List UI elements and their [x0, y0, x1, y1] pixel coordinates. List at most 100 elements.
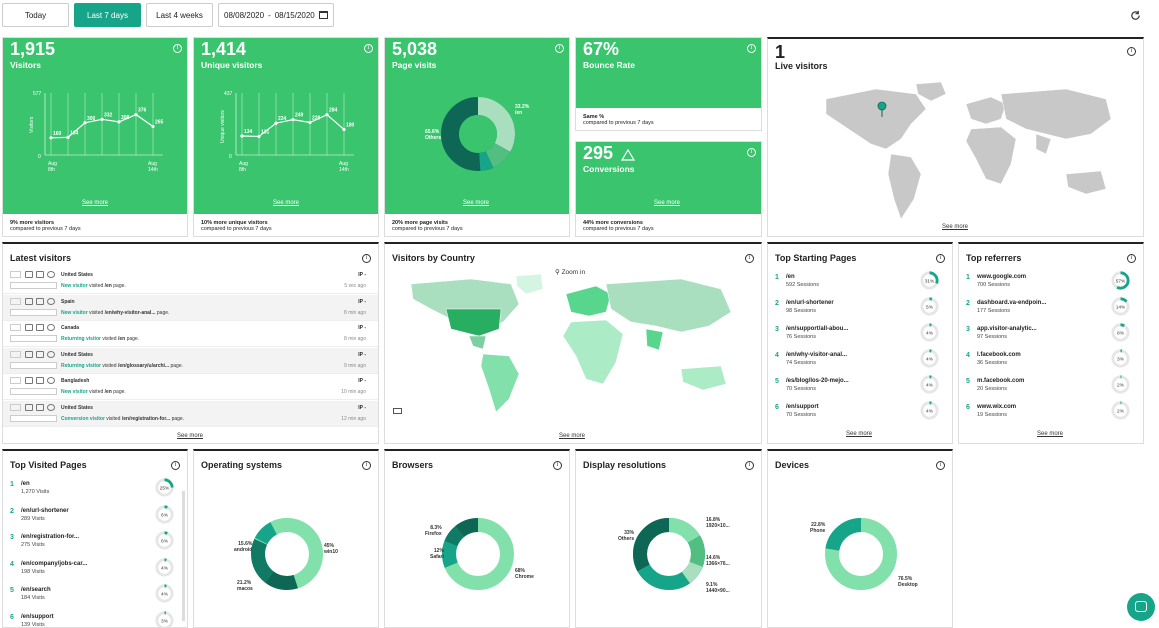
- list-item[interactable]: 2 dashboard.va-endpoin... 177 Sessions 14%: [966, 297, 1136, 324]
- list-item[interactable]: 6/en/support 139 Visits 3%: [10, 610, 180, 627]
- share-percent: 5%: [926, 304, 934, 310]
- unique-visitors-see-more-link[interactable]: See more: [273, 200, 300, 206]
- scrollbar[interactable]: [182, 491, 185, 621]
- list-item[interactable]: 3/en/registration-for... 275 Visits 6%: [10, 531, 180, 558]
- list-item[interactable]: 2/en/url-shortener 98 Sessions 5%: [775, 297, 945, 324]
- visit-bar: [10, 414, 57, 422]
- resolution-label-1440: 9.1% 1440×90...: [706, 582, 730, 594]
- visitor-time: 9 min ago: [344, 362, 366, 369]
- device-label-desktop: 76.5% Desktop: [898, 576, 918, 588]
- info-icon[interactable]: i: [553, 461, 562, 470]
- visitors-see-more-link[interactable]: See more: [82, 200, 109, 206]
- item-name: /es/blog/los-20-mejo...: [786, 378, 849, 384]
- data-label: 300: [87, 116, 96, 122]
- share-ring: 57%: [1111, 271, 1130, 290]
- visitor-row[interactable]: United States Returning visitor visited /…: [3, 347, 378, 374]
- info-icon[interactable]: i: [747, 44, 756, 53]
- info-icon[interactable]: i: [362, 461, 371, 470]
- list-item[interactable]: 6 www.wix.com 19 Sessions 2%: [966, 401, 1136, 428]
- share-percent: 6%: [161, 538, 169, 544]
- visitor-action: Conversion visitor visited /en/registrat…: [61, 415, 185, 422]
- info-icon[interactable]: i: [747, 148, 756, 157]
- visitor-row[interactable]: United States New visitor visited /en pag…: [3, 268, 378, 294]
- flag-icon: [10, 377, 21, 384]
- list-item[interactable]: 1/en 592 Sessions 31%: [775, 271, 945, 298]
- share-percent: 4%: [926, 408, 934, 414]
- info-icon[interactable]: i: [364, 44, 373, 53]
- bounce-rate-label: Bounce Rate: [583, 60, 635, 70]
- data-label: 224: [278, 116, 287, 122]
- device-icon: [25, 350, 33, 358]
- info-icon[interactable]: i: [936, 461, 945, 470]
- list-item[interactable]: 3 app.visitor-analytic... 97 Sessions 8%: [966, 323, 1136, 350]
- devices-donut: [825, 518, 897, 590]
- top-referrers-see-more-link[interactable]: See more: [1037, 431, 1064, 437]
- visitor-row[interactable]: Canada Returning visitor visited /en page…: [3, 321, 378, 347]
- info-icon[interactable]: i: [555, 44, 564, 53]
- keyboard-icon[interactable]: [393, 408, 402, 414]
- list-item[interactable]: 5/en/search 184 Visits 4%: [10, 584, 180, 611]
- last-7-days-button[interactable]: Last 7 days: [74, 3, 141, 27]
- browser-icon: [47, 350, 55, 358]
- page-visits-see-more-link[interactable]: See more: [463, 200, 490, 206]
- chat-button[interactable]: [1127, 593, 1155, 621]
- conversions-card: 295 Conversions i See more 44% more conv…: [575, 141, 762, 237]
- rank-number: 5: [775, 378, 779, 385]
- visitor-row[interactable]: Bangladesh New visitor visited /en page. I…: [3, 374, 378, 400]
- date-from: 08/08/2020: [224, 10, 265, 20]
- info-icon[interactable]: i: [745, 254, 754, 263]
- list-item[interactable]: 2/en/url-shortener 289 Visits 6%: [10, 504, 180, 532]
- info-icon[interactable]: i: [936, 254, 945, 263]
- visitor-row[interactable]: United States Conversion visitor visited …: [3, 400, 378, 427]
- list-item[interactable]: 4/en/why-visitor-anal... 74 Sessions 4%: [775, 349, 945, 376]
- share-percent: 8%: [1117, 330, 1125, 336]
- list-item[interactable]: 4 l.facebook.com 36 Sessions 3%: [966, 349, 1136, 376]
- share-percent: 6%: [161, 512, 169, 518]
- info-icon[interactable]: i: [745, 461, 754, 470]
- visitor-time: 10 min ago: [341, 389, 366, 395]
- date-range-picker[interactable]: 08/08/2020 - 08/15/2020: [218, 3, 334, 27]
- item-count: 177 Sessions: [977, 308, 1011, 314]
- live-visitors-see-more-link[interactable]: See more: [942, 224, 969, 230]
- data-point: [240, 134, 244, 138]
- item-count: 289 Visits: [21, 515, 45, 522]
- info-icon[interactable]: i: [173, 44, 182, 53]
- rank-number: 4: [966, 352, 970, 359]
- zoom-in-button[interactable]: ⚲ Zoom in: [555, 269, 586, 276]
- visitor-country: United States: [61, 351, 93, 358]
- list-item[interactable]: 5/es/blog/los-20-mejo... 70 Sessions 4%: [775, 375, 945, 402]
- top-starting-pages-see-more-link[interactable]: See more: [846, 431, 873, 437]
- share-percent: 4%: [161, 591, 169, 597]
- data-label: 265: [155, 120, 164, 126]
- item-name: /en/search: [21, 587, 51, 593]
- page-visits-panel: 5,038 Page visits i 33.2%/en 65.6% Others…: [385, 38, 569, 214]
- item-name: /en: [786, 274, 795, 280]
- item-count: 592 Sessions: [786, 282, 820, 288]
- share-ring: 3%: [155, 610, 174, 627]
- list-item[interactable]: 1 www.google.com 700 Sessions 57%: [966, 271, 1136, 298]
- latest-visitors-see-more-link[interactable]: See more: [177, 433, 204, 439]
- conversions-see-more-link[interactable]: See more: [654, 200, 681, 206]
- visitor-row[interactable]: Spain New visitor visited /en/why-visitor…: [3, 294, 378, 321]
- y-min-label: 0: [229, 154, 232, 160]
- list-item[interactable]: 4/en/company/jobs-car... 198 Visits 4%: [10, 557, 180, 585]
- today-button[interactable]: Today: [2, 3, 69, 27]
- visitors-by-country-see-more-link[interactable]: See more: [559, 433, 586, 439]
- list-item[interactable]: 6/en/support 70 Sessions 4%: [775, 401, 945, 428]
- info-icon[interactable]: i: [1127, 47, 1136, 56]
- list-item[interactable]: 3/en/support/all-abou... 76 Sessions 4%: [775, 323, 945, 350]
- info-icon[interactable]: i: [362, 254, 371, 263]
- share-percent: 3%: [1117, 356, 1125, 362]
- refresh-icon[interactable]: [1130, 10, 1141, 21]
- top-visited-pages-title: Top Visited Pages: [10, 460, 87, 470]
- os-icon: [36, 297, 44, 305]
- visitor-time: 12 min ago: [341, 415, 366, 422]
- browsers-card: Browsers i 8.3% Firefox 12% Safari 68% Chro…: [384, 449, 570, 628]
- info-icon[interactable]: i: [1127, 254, 1136, 263]
- list-item[interactable]: 5 m.facebook.com 20 Sessions 2%: [966, 375, 1136, 402]
- info-icon[interactable]: i: [171, 461, 180, 470]
- list-item[interactable]: 1/en 1,270 Visits 25%: [10, 478, 180, 505]
- location-pin-icon[interactable]: [877, 101, 887, 117]
- last-4-weeks-button[interactable]: Last 4 weeks: [146, 3, 213, 27]
- device-icon: [25, 271, 33, 278]
